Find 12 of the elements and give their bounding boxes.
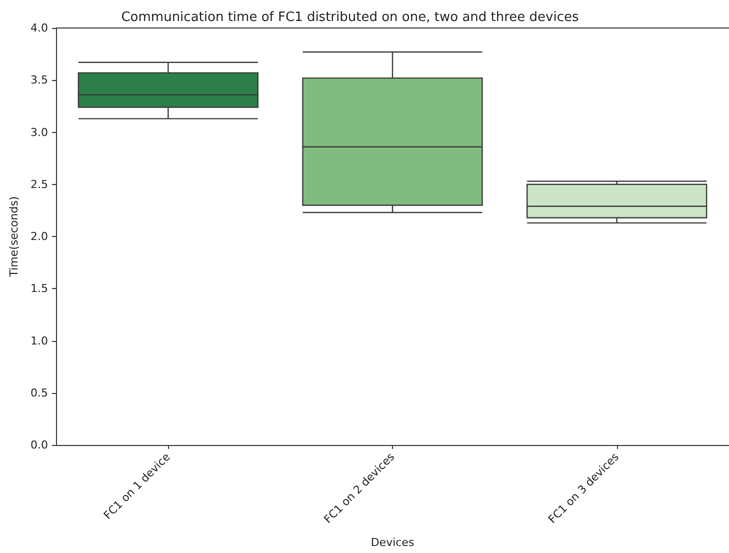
y-tick-label: 0.5: [30, 386, 48, 400]
y-tick-label: 1.5: [30, 282, 48, 296]
y-axis-title: Time(seconds): [8, 196, 21, 278]
y-tick-label: 2.0: [30, 230, 48, 243]
x-axis-title: Devices: [370, 536, 414, 549]
y-tick-label: 1.0: [30, 334, 48, 348]
y-tick-label: 3.0: [30, 126, 48, 139]
y-tick-label: 2.5: [30, 178, 48, 191]
y-tick-label: 4.0: [30, 22, 48, 34]
y-tick-label: 3.5: [30, 74, 48, 87]
chart-title: Communication time of FC1 distributed on one, two and three devices: [121, 10, 579, 25]
y-tick-label: 0.0: [30, 438, 48, 452]
